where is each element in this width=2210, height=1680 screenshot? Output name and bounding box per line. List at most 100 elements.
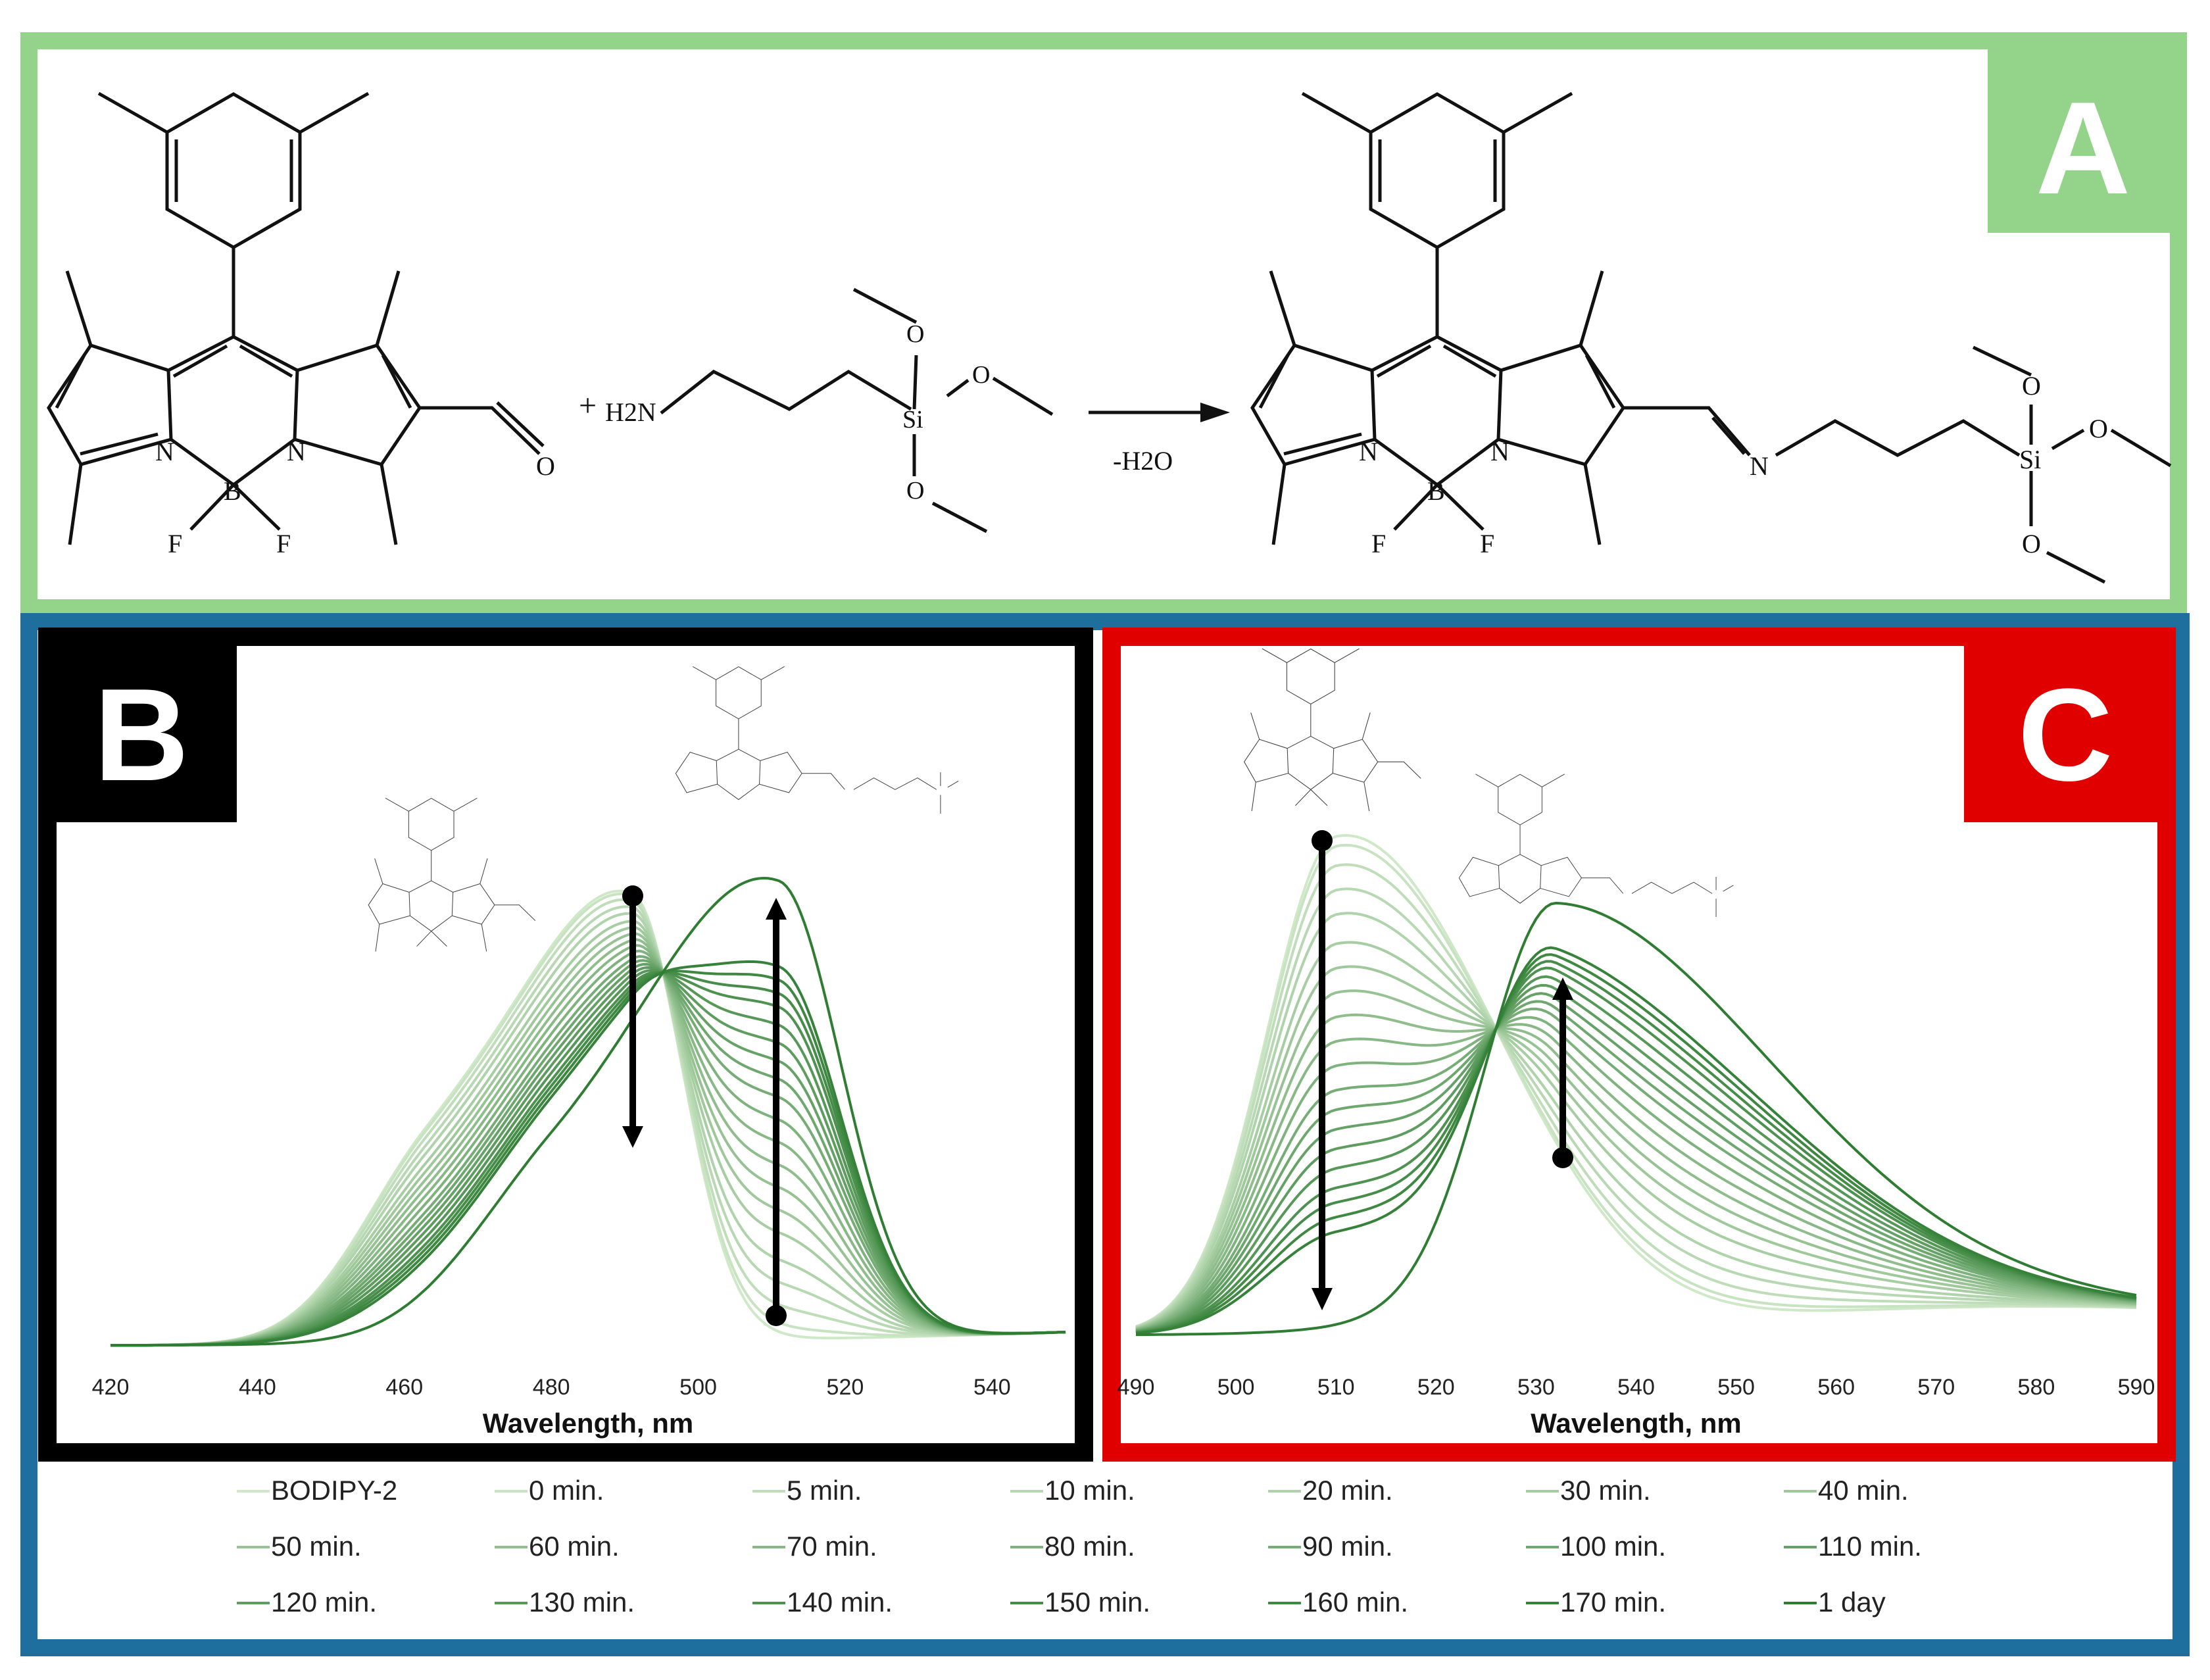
svg-text:F: F xyxy=(1371,529,1386,558)
svg-text:N: N xyxy=(287,437,306,466)
legend-label: 40 min. xyxy=(1818,1475,1909,1506)
x-tick-label: 520 xyxy=(827,1375,864,1400)
plus-sign: + xyxy=(579,388,597,423)
legend-label: 170 min. xyxy=(1560,1587,1666,1618)
series-line-c xyxy=(1135,941,2137,1330)
panel-c-frame xyxy=(1102,628,2176,1462)
svg-text:F: F xyxy=(276,529,291,558)
panel-a-letter: A xyxy=(2036,75,2130,222)
series-line-c xyxy=(1135,1016,2137,1332)
svg-text:O: O xyxy=(906,320,924,348)
series-line-c xyxy=(1135,946,2137,1335)
panel-b-frame xyxy=(38,628,1093,1462)
arrow-b-up xyxy=(766,898,787,1326)
inset-imine-c xyxy=(1458,774,1734,918)
svg-text:N: N xyxy=(155,437,174,466)
svg-text:N: N xyxy=(1359,437,1378,466)
bodipy-imine-silane-atoms: N N B F F N Si O O O xyxy=(1359,371,2108,558)
bodipy-aldehyde-structure xyxy=(47,91,545,545)
outer-frame-bc xyxy=(20,613,2190,1656)
panel-b-letter: B xyxy=(94,662,189,808)
series-line-c xyxy=(1135,1023,2137,1331)
panel-c: C 490 500 510 520 530 540 550 560 570 580 590 Wavel… xyxy=(1102,628,2176,1462)
x-tick-label: 590 xyxy=(2118,1375,2155,1400)
legend-label: 10 min. xyxy=(1044,1475,1135,1506)
panel-a-letter-box xyxy=(1988,41,2178,233)
legend-label: 100 min. xyxy=(1560,1531,1666,1562)
x-tick-label: 540 xyxy=(973,1375,1011,1400)
legend-label: 70 min. xyxy=(787,1531,877,1562)
series-line-c xyxy=(1135,966,2137,1334)
legend-label: 140 min. xyxy=(787,1587,893,1618)
panel-b: B 420 440 460 480 500 520 540 Wavelength, nm xyxy=(38,628,1093,1462)
svg-text:N: N xyxy=(1490,437,1510,466)
x-tick-label: 420 xyxy=(92,1375,130,1400)
legend-label: 5 min. xyxy=(787,1475,862,1506)
legend-label: 110 min. xyxy=(1818,1531,1922,1562)
arrow-c-up xyxy=(1552,977,1573,1168)
legend-label: 80 min. xyxy=(1044,1531,1135,1562)
reagent-amine-label: H2N xyxy=(605,397,656,427)
legend-label: 60 min. xyxy=(529,1531,620,1562)
svg-text:N: N xyxy=(1750,451,1769,481)
x-tick-label: 540 xyxy=(1617,1375,1655,1400)
legend-label: 120 min. xyxy=(271,1587,377,1618)
series-line-b xyxy=(110,876,1066,1347)
x-tick-label: 500 xyxy=(679,1375,717,1400)
reaction-condition: -H2O xyxy=(1113,446,1173,476)
x-tick-label: 510 xyxy=(1317,1375,1355,1400)
legend-label: 30 min. xyxy=(1560,1475,1651,1506)
x-tick-label: 570 xyxy=(1917,1375,1955,1400)
x-axis-label: Wavelength, nm xyxy=(483,1408,693,1439)
series-line-c xyxy=(1135,960,2137,1334)
svg-text:O: O xyxy=(906,477,924,505)
x-tick-label: 500 xyxy=(1217,1375,1255,1400)
series-line-c xyxy=(1135,965,2137,1330)
legend-label: BODIPY-2 xyxy=(271,1475,397,1506)
series-line-c xyxy=(1135,953,2137,1335)
series-line-c xyxy=(1135,912,2137,1329)
svg-text:Si: Si xyxy=(2019,445,2041,474)
series-line-b xyxy=(110,960,1066,1347)
reaction-arrow xyxy=(1089,403,1230,422)
aminosilane-atoms: Si O O O xyxy=(902,320,990,505)
legend-label: 1 day xyxy=(1818,1587,1886,1618)
legend-label: 50 min. xyxy=(271,1531,362,1562)
x-tick-label: 520 xyxy=(1417,1375,1455,1400)
legend-label: 20 min. xyxy=(1302,1475,1393,1506)
series-line-c xyxy=(1135,1000,2137,1333)
plot-c: 490 500 510 520 530 540 550 560 570 580 590 Wavelen… xyxy=(1117,833,2155,1439)
panel-c-letter-box xyxy=(1964,637,2167,822)
x-tick-label: 440 xyxy=(239,1375,276,1400)
svg-text:Si: Si xyxy=(902,406,923,433)
series-line-c xyxy=(1135,887,2137,1329)
series-line-c xyxy=(1135,983,2137,1333)
svg-text:F: F xyxy=(168,529,182,558)
panel-b-letter-box xyxy=(47,637,237,822)
svg-text:B: B xyxy=(1427,476,1445,506)
svg-text:O: O xyxy=(2022,371,2041,401)
legend-label: 130 min. xyxy=(529,1587,635,1618)
series-line-c xyxy=(1135,863,2137,1329)
panel-c-letter: C xyxy=(2018,662,2113,808)
x-tick-label: 560 xyxy=(1817,1375,1855,1400)
series-line-c xyxy=(1136,901,2137,1337)
svg-text:O: O xyxy=(536,451,555,481)
series-line-c xyxy=(1135,843,2137,1328)
x-tick-label: 480 xyxy=(533,1375,570,1400)
legend-label: 150 min. xyxy=(1044,1587,1150,1618)
series-line-c xyxy=(1135,1007,2137,1333)
svg-text:F: F xyxy=(1480,529,1494,558)
series-line-c xyxy=(1135,992,2137,1333)
x-tick-label: 550 xyxy=(1717,1375,1755,1400)
x-tick-label: 580 xyxy=(2018,1375,2055,1400)
svg-text:O: O xyxy=(972,361,990,389)
svg-text:O: O xyxy=(2089,414,2108,443)
aminosilane-structure xyxy=(660,287,1054,533)
series-legend: BODIPY-2 0 min. 5 min. 10 min. 20 min. 30 min… xyxy=(237,1475,1922,1618)
svg-text:O: O xyxy=(2022,529,2041,558)
legend-label: 0 min. xyxy=(529,1475,604,1506)
series-line-c xyxy=(1135,833,2137,1328)
legend-label: 160 min. xyxy=(1302,1587,1408,1618)
